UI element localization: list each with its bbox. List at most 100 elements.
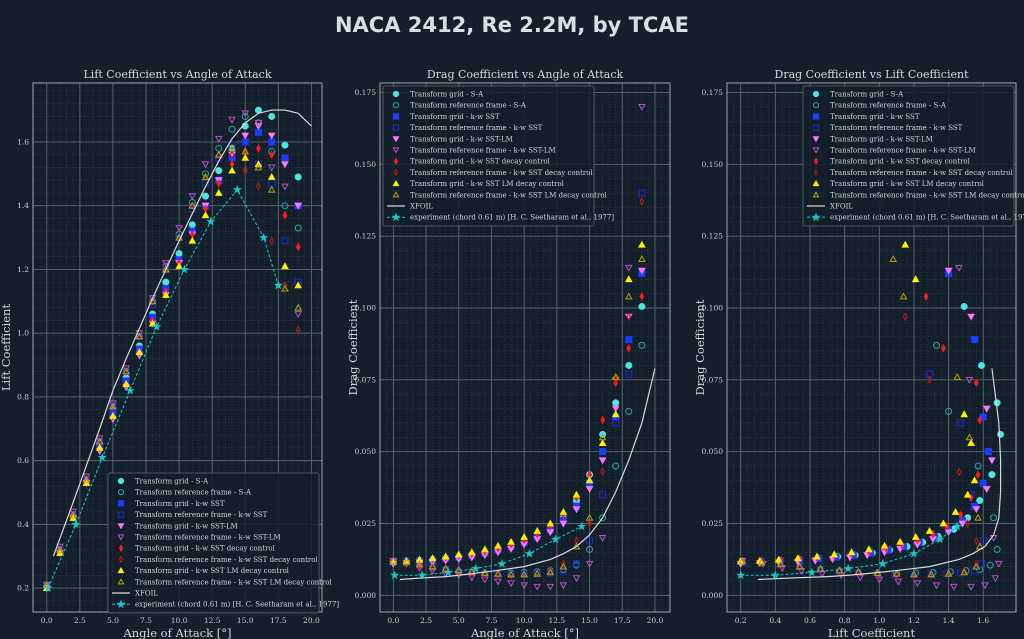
x-tick-label: 0.8 <box>839 616 851 625</box>
data-point <box>598 433 607 441</box>
data-point <box>469 568 475 578</box>
legend-label: Transform grid - k-w SST <box>410 113 500 121</box>
data-point <box>256 182 261 191</box>
data-point <box>268 138 276 146</box>
data-point <box>281 154 289 162</box>
legend-item: Transform grid - S-A <box>812 91 904 99</box>
legend-marker <box>117 489 125 496</box>
data-point <box>598 457 607 465</box>
y-tick-label: 1.0 <box>17 329 29 338</box>
data-point <box>295 325 301 335</box>
y-tick-label: 0.025 <box>702 519 724 528</box>
data-point <box>982 405 991 413</box>
data-point <box>295 242 301 252</box>
data-point <box>494 569 502 577</box>
legend-marker <box>812 124 820 131</box>
legend-item: Transform grid - k-w SST LM decay contro… <box>812 179 985 188</box>
data-point <box>294 224 302 232</box>
data-point <box>911 532 920 540</box>
legend-label: Transform grid - k-w SST decay control <box>830 158 971 166</box>
legend-marker <box>392 191 400 198</box>
data-point <box>294 202 303 210</box>
legend-label: experiment (chord 0.61 m) [H. C. Seethar… <box>830 214 1024 222</box>
y-tick-label: 0.050 <box>702 447 724 456</box>
data-point <box>241 138 249 146</box>
y-axis-label: Lift Coefficient <box>0 304 13 392</box>
legend-item: experiment (chord 0.61 m) [H. C. Seethar… <box>807 212 1024 222</box>
data-point <box>572 506 581 514</box>
data-point <box>807 567 817 577</box>
data-point <box>935 534 945 544</box>
legend-item: XFOIL <box>807 203 853 211</box>
data-point <box>972 562 981 570</box>
series-xfoil <box>399 368 656 581</box>
series-layer <box>389 103 656 591</box>
data-point <box>294 281 303 289</box>
data-point <box>109 402 117 410</box>
data-point <box>585 486 594 494</box>
data-point <box>229 150 235 160</box>
data-point <box>179 264 189 274</box>
data-point <box>175 262 183 270</box>
x-tick-label: 17.5 <box>614 616 631 625</box>
data-point <box>559 562 568 570</box>
data-point <box>71 519 81 529</box>
x-tick-label: 15.0 <box>237 616 254 625</box>
data-point <box>757 558 766 566</box>
legend-marker <box>812 191 820 198</box>
legend-marker <box>393 157 399 166</box>
legend-label: Transform reference frame - k-w SST-LM <box>830 147 976 155</box>
data-point <box>281 183 289 191</box>
data-point <box>497 558 507 568</box>
data-point <box>267 185 276 193</box>
y-tick-label: 0.050 <box>355 447 377 456</box>
data-point <box>202 192 210 200</box>
data-point <box>949 583 958 591</box>
legend-marker <box>812 113 820 120</box>
legend-label: Transform reference frame - k-w SST deca… <box>830 169 1013 177</box>
data-point <box>550 534 561 544</box>
legend-label: Transform grid - k-w SST-LM <box>410 135 513 143</box>
data-point <box>109 411 117 419</box>
xfoil-line <box>399 368 656 581</box>
data-point <box>625 361 633 369</box>
y-tick-label: 0.150 <box>355 160 377 169</box>
data-point <box>973 536 979 546</box>
data-point <box>965 376 974 384</box>
data-point <box>599 448 607 456</box>
data-point <box>585 513 594 521</box>
legend-label: Transform reference frame - S-A <box>410 102 527 110</box>
legend-label: experiment (chord 0.61 m) [H. C. Seethar… <box>135 601 339 609</box>
data-point <box>122 380 131 388</box>
data-point <box>162 265 170 273</box>
data-point <box>572 560 580 568</box>
legend-item: Transform reference frame - k-w SST LM d… <box>117 578 333 586</box>
data-point <box>913 580 922 588</box>
data-point <box>547 566 553 576</box>
data-point <box>256 143 261 153</box>
data-point <box>585 560 594 568</box>
data-point <box>572 542 581 550</box>
data-point <box>878 558 888 568</box>
y-tick-label: 0.6 <box>17 456 29 465</box>
legend-item: Transform grid - k-w SST decay control <box>813 157 971 166</box>
legend-item: Transform grid - k-w SST <box>117 500 225 508</box>
data-point <box>216 179 222 188</box>
data-point <box>638 341 646 349</box>
data-point <box>880 541 889 549</box>
legend-item: Transform reference frame - k-w SST deca… <box>118 555 318 564</box>
series-transform-grid-k-w-sst-lm-decay-control <box>42 153 303 591</box>
data-point <box>738 556 747 564</box>
legend-marker <box>812 147 820 154</box>
data-point <box>611 405 620 413</box>
data-point <box>927 570 936 578</box>
data-point <box>524 548 534 558</box>
data-point <box>282 210 288 220</box>
legend-marker <box>812 136 820 143</box>
data-point <box>214 150 223 158</box>
xfoil-line <box>757 368 1002 581</box>
data-point <box>467 548 476 556</box>
data-point <box>95 435 104 443</box>
data-point <box>417 570 427 580</box>
legend-label: Transform grid - k-w SST-LM <box>135 522 238 530</box>
